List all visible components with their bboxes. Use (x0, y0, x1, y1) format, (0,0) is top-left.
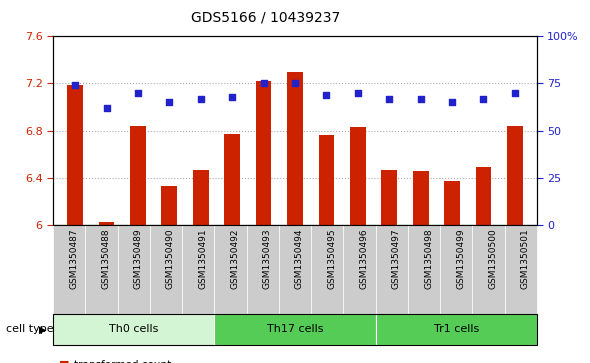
Text: GSM1350489: GSM1350489 (134, 229, 143, 289)
Bar (507, 126, 523, 225)
Bar (162, 186, 177, 225)
Text: Th0 cells: Th0 cells (109, 325, 159, 334)
Point (102, 105, 112, 111)
Point (510, 90, 520, 96)
Point (133, 90, 143, 96)
Text: GSM1350496: GSM1350496 (359, 229, 369, 289)
Point (385, 96, 394, 102)
Bar (476, 167, 491, 225)
Point (322, 92, 331, 98)
Text: GDS5166 / 10439237: GDS5166 / 10439237 (191, 11, 340, 25)
Point (165, 99, 174, 105)
Bar (444, 182, 460, 225)
Text: transformed count: transformed count (74, 360, 171, 363)
Point (478, 96, 488, 102)
Point (228, 94, 237, 99)
Bar (255, 81, 271, 225)
Text: Tr1 cells: Tr1 cells (434, 325, 479, 334)
Bar (381, 170, 397, 225)
Text: GSM1350494: GSM1350494 (295, 229, 304, 289)
Point (259, 81, 268, 86)
Point (416, 96, 425, 102)
Text: GSM1350493: GSM1350493 (263, 229, 272, 289)
Bar (224, 134, 240, 225)
Text: ▶: ▶ (39, 325, 46, 334)
Text: GSM1350488: GSM1350488 (101, 229, 110, 289)
Bar (67, 85, 83, 225)
Point (196, 96, 205, 102)
Bar (287, 72, 303, 225)
Bar (319, 135, 335, 225)
Bar (413, 171, 428, 225)
Text: GSM1350490: GSM1350490 (166, 229, 175, 289)
Text: GSM1350499: GSM1350499 (456, 229, 466, 289)
Text: GSM1350495: GSM1350495 (327, 229, 336, 289)
Point (70, 82, 80, 88)
Text: GSM1350487: GSM1350487 (69, 229, 78, 289)
Text: GSM1350497: GSM1350497 (392, 229, 401, 289)
Point (290, 81, 300, 86)
Bar (350, 127, 366, 225)
Text: ■: ■ (59, 360, 70, 363)
Text: GSM1350501: GSM1350501 (521, 229, 530, 289)
Point (447, 99, 457, 105)
Bar (99, 221, 114, 225)
Bar (193, 170, 209, 225)
Text: GSM1350491: GSM1350491 (198, 229, 207, 289)
Text: GSM1350500: GSM1350500 (489, 229, 497, 289)
Text: Th17 cells: Th17 cells (267, 325, 323, 334)
Bar (130, 126, 146, 225)
Text: cell type: cell type (6, 325, 54, 334)
Text: GSM1350492: GSM1350492 (231, 229, 240, 289)
Point (353, 90, 362, 96)
Text: GSM1350498: GSM1350498 (424, 229, 433, 289)
